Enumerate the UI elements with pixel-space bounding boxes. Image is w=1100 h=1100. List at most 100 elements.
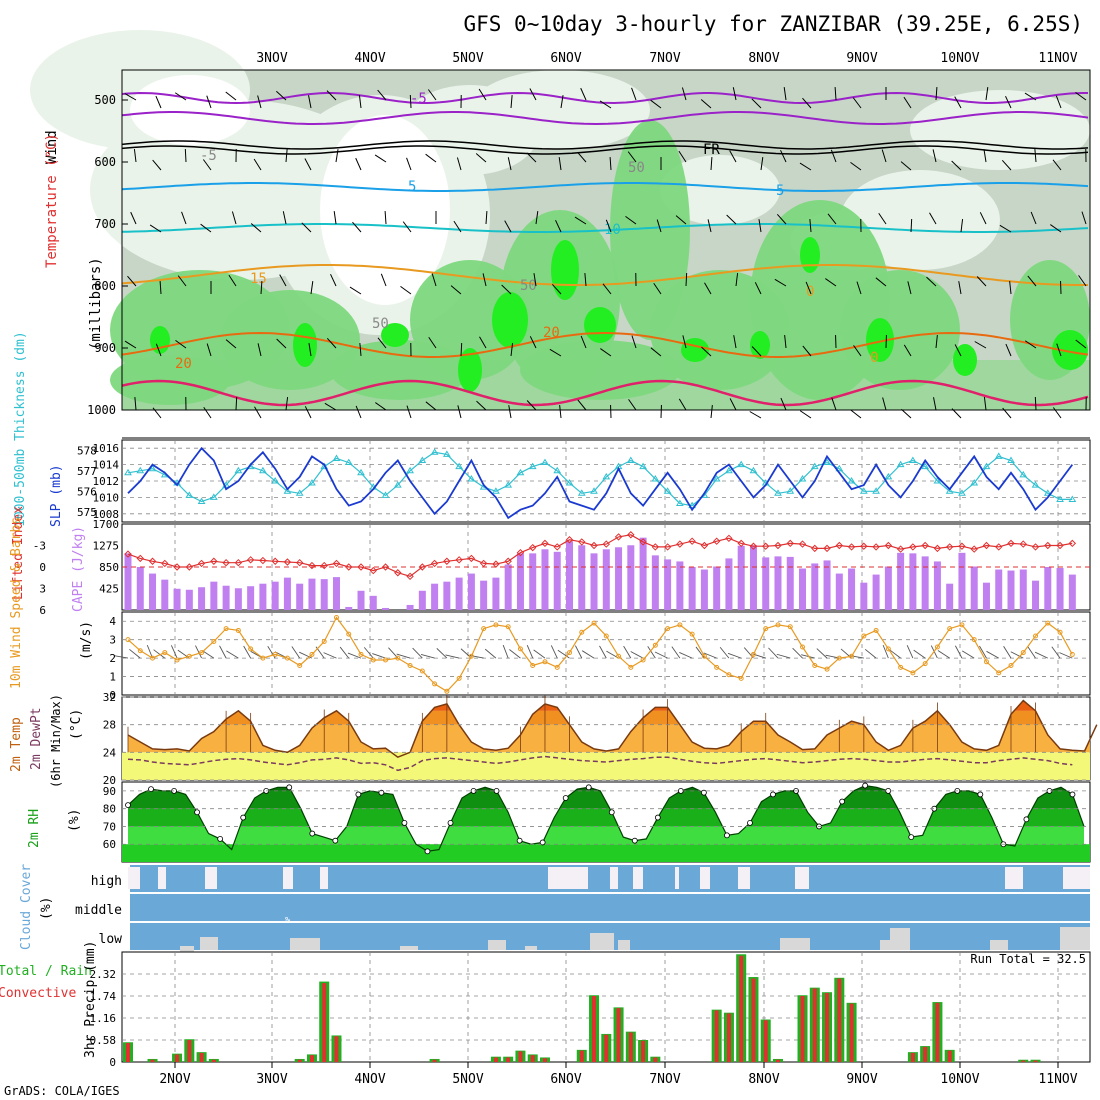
rh-light-region-4 bbox=[470, 70, 650, 150]
lifted-point-46 bbox=[688, 537, 696, 545]
lifted-point-66 bbox=[933, 544, 942, 553]
day-label-bottom-4: 6NOV bbox=[550, 1072, 581, 1087]
slp-tick-0: 1016 bbox=[93, 442, 120, 455]
wind10m-barb-9 bbox=[226, 650, 239, 659]
thickness-point-26 bbox=[442, 450, 451, 457]
contour-label-2: -5 bbox=[200, 148, 217, 164]
upper-wind-barb-26-1 bbox=[780, 150, 787, 163]
lifted-point-58 bbox=[835, 541, 844, 550]
wind10m-barb-31 bbox=[502, 644, 509, 659]
wind10m-barb-1 bbox=[129, 648, 141, 659]
wind10m-point-22 bbox=[395, 655, 401, 661]
dewpt2m-line bbox=[127, 755, 1073, 772]
upper-wind-barb-6-3 bbox=[279, 274, 287, 287]
wind10m-barb-20 bbox=[363, 647, 374, 659]
wind10m-point-27 bbox=[456, 675, 462, 681]
cape-bar-18 bbox=[345, 606, 353, 610]
slp-ylabel-right: SLP (mb) bbox=[49, 464, 64, 527]
wind10m-point-74 bbox=[1033, 633, 1039, 639]
rh2m-tick-1: 80 bbox=[103, 803, 116, 816]
upper-wind-barb-2-0 bbox=[174, 92, 187, 101]
precip-conv-bar-34 bbox=[542, 1058, 547, 1062]
cloud-low-block-10 bbox=[890, 928, 910, 950]
rh2m-point-56 bbox=[770, 791, 776, 798]
upper-wind-barb-20-2 bbox=[625, 215, 637, 225]
upper-wind-barb-29-0 bbox=[852, 97, 862, 109]
lifted-point-23 bbox=[406, 572, 414, 581]
lifted-point-65 bbox=[921, 541, 929, 550]
rh2m-point-20 bbox=[355, 791, 362, 798]
wind10m-tick-3: 1 bbox=[109, 671, 116, 684]
cape-bar-48 bbox=[713, 566, 721, 610]
wind10m-barb-8 bbox=[219, 645, 227, 659]
lifted-point-7 bbox=[210, 557, 218, 565]
temp2m-unit: (°C) bbox=[69, 709, 84, 740]
cape-bar-10 bbox=[247, 586, 255, 610]
upper-wind-barb-24-2 bbox=[726, 214, 737, 225]
wind10m-point-58 bbox=[836, 655, 842, 661]
wind10m-point-2 bbox=[150, 655, 156, 661]
precip-conv-bar-4 bbox=[175, 1054, 180, 1062]
lifted-point-13 bbox=[283, 558, 292, 566]
temp2m-tick-3: 20 bbox=[103, 774, 116, 787]
wind10m-barb-17 bbox=[323, 652, 337, 659]
upper-wind-barb-15-0 bbox=[510, 95, 513, 109]
lifted-point-63 bbox=[896, 545, 905, 553]
cloud-high-block-4 bbox=[320, 867, 328, 889]
upper-wind-barb-12-3 bbox=[431, 273, 437, 287]
wind10m-point-29 bbox=[481, 626, 487, 632]
thickness-point-7 bbox=[209, 493, 218, 500]
lifted-point-64 bbox=[909, 543, 917, 551]
thickness-point-34 bbox=[541, 458, 549, 466]
precip-tick-0: 2.32 bbox=[90, 968, 117, 981]
lifted-point-15 bbox=[308, 561, 316, 570]
precip-conv-bar-2 bbox=[150, 1059, 155, 1062]
li-tick-1: 0 bbox=[39, 561, 46, 574]
rh2m-unit: (%) bbox=[67, 809, 82, 832]
wind10m-point-15 bbox=[309, 651, 315, 657]
lifted-point-20 bbox=[369, 566, 377, 575]
rh2m-point-50 bbox=[701, 789, 707, 796]
lifted-point-71 bbox=[995, 543, 1003, 551]
wind10m-barb-14 bbox=[291, 646, 301, 659]
cape-bar-32 bbox=[516, 553, 524, 610]
thickness-point-5 bbox=[185, 491, 194, 498]
lifted-point-45 bbox=[676, 540, 684, 548]
thickness-point-12 bbox=[271, 477, 280, 484]
upper-wind-barb-12-5 bbox=[425, 401, 437, 411]
wind10m-point-69 bbox=[971, 637, 977, 643]
thickness-point-46 bbox=[688, 501, 697, 509]
wind10m-point-52 bbox=[763, 626, 769, 632]
upper-wind-barb-38-2 bbox=[1081, 211, 1087, 225]
wind10m-point-55 bbox=[800, 644, 806, 650]
upper-wind-barb-23-5 bbox=[710, 405, 713, 419]
cloud-low-block-1 bbox=[200, 937, 218, 950]
upper-wind-barb-11-2 bbox=[402, 221, 412, 233]
wind10m-point-59 bbox=[849, 653, 855, 659]
upper-wind-barb-15-3 bbox=[501, 284, 512, 295]
lifted-point-40 bbox=[614, 533, 623, 541]
upper-wind-barb-27-0 bbox=[802, 97, 812, 109]
rh2m-point-28 bbox=[447, 819, 454, 826]
rh2m-band-1 bbox=[128, 808, 1084, 827]
upper-wind-barb-36-4 bbox=[1024, 340, 1037, 349]
upper-wind-barb-5-0 bbox=[257, 95, 262, 109]
upper-wind-barb-24-5 bbox=[729, 398, 737, 411]
precip-conv-bar-33 bbox=[530, 1055, 535, 1062]
precip-conv-bar-32 bbox=[518, 1051, 523, 1062]
wind10m-point-42 bbox=[640, 657, 646, 663]
precip-conv-bar-53 bbox=[775, 1059, 780, 1062]
thickness-point-67 bbox=[945, 487, 954, 494]
precip-conv-bar-42 bbox=[641, 1040, 646, 1062]
wind10m-point-57 bbox=[824, 666, 830, 672]
upper-wind-barb-8-2 bbox=[333, 211, 337, 225]
wind10m-barb-30 bbox=[484, 648, 497, 659]
cape-bar-11 bbox=[259, 583, 267, 610]
wind10m-barb-50 bbox=[727, 652, 742, 659]
precip-conv-bar-6 bbox=[199, 1052, 204, 1062]
cape-bar-31 bbox=[504, 564, 512, 610]
cloud-level-low: low bbox=[99, 932, 123, 947]
upper-wind-barb-35-4 bbox=[1005, 343, 1012, 357]
isotherm-blue-5 bbox=[121, 182, 1089, 192]
cape-bar-1 bbox=[136, 567, 144, 610]
